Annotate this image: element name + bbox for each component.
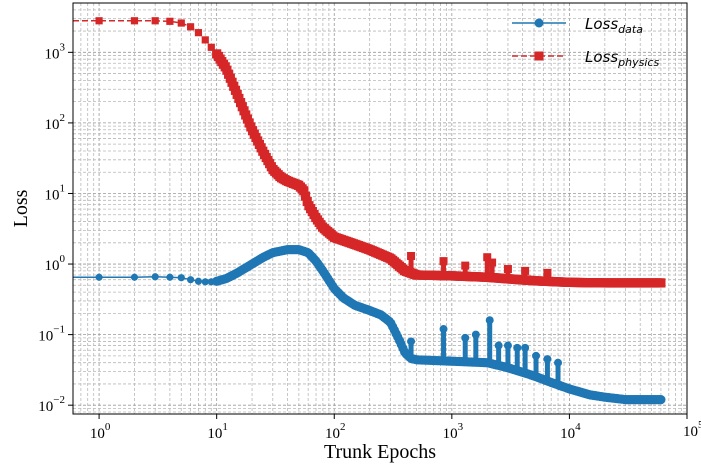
data-point [207,43,215,51]
x-tick-label: 101 [207,421,228,442]
data-point [177,19,185,27]
data-point [461,261,470,270]
data-point [194,277,203,285]
x-tick-label: 105 [683,419,701,440]
data-point [534,18,544,28]
data-point [130,273,139,281]
data-point [439,325,448,334]
data-point [554,358,563,367]
data-point [543,268,552,277]
legend: Lossdata Lossphysics [512,15,659,69]
data-point [194,29,203,37]
data-point [534,51,544,61]
x-axis-label: Trunk Epochs [324,441,436,463]
data-point [95,17,103,25]
data-point [151,273,159,281]
data-point [201,278,209,286]
series-physics [73,17,666,288]
data-point [201,36,209,44]
y-tick-label: 10−1 [38,324,65,345]
data-point [166,273,174,281]
legend-entry-physics: Lossphysics [512,48,659,69]
data-point [494,341,503,350]
y-tick-label: 101 [45,182,66,203]
data-point [488,258,497,267]
data-point [471,330,480,339]
y-tick-label: 102 [45,112,66,133]
data-point [532,351,541,360]
data-point [177,274,185,282]
data-point [95,273,103,281]
data-point [485,316,494,325]
legend-label: Lossdata [585,15,643,36]
y-tick-label: 103 [45,41,66,62]
data-point [186,276,195,284]
y-tick-label: 100 [45,253,66,274]
data-point [521,266,530,275]
data-point [543,355,552,364]
data-point [513,343,522,352]
y-tick-label: 10−2 [38,394,65,415]
data-point [439,257,448,266]
data-point [407,251,416,260]
series-layer [73,17,666,405]
data-point [407,337,416,346]
x-tick-label: 100 [90,421,111,442]
x-tick-label: 104 [560,421,581,442]
data-point [656,394,666,405]
data-point [299,186,309,196]
plot-frame [72,2,688,415]
data-point [483,253,492,262]
legend-label: Lossphysics [585,48,659,69]
x-tick-label: 102 [325,421,346,442]
x-tick-label: 103 [443,421,464,442]
y-axis-label: Loss [10,189,32,227]
series-data [73,245,666,405]
data-point [461,333,470,342]
series-line [73,248,661,401]
data-point [186,23,195,31]
data-point [503,265,512,274]
data-point [151,17,159,25]
data-point [656,278,666,288]
data-point [130,17,139,25]
legend-entry-data: Lossdata [512,15,643,36]
grid [72,2,688,414]
data-point [521,343,530,352]
data-point [166,17,174,25]
data-point [300,191,311,201]
ticks: 100 101 102 103 104 105 10−2 10−1 100 101 102 103 [38,41,701,442]
data-point [503,341,512,350]
